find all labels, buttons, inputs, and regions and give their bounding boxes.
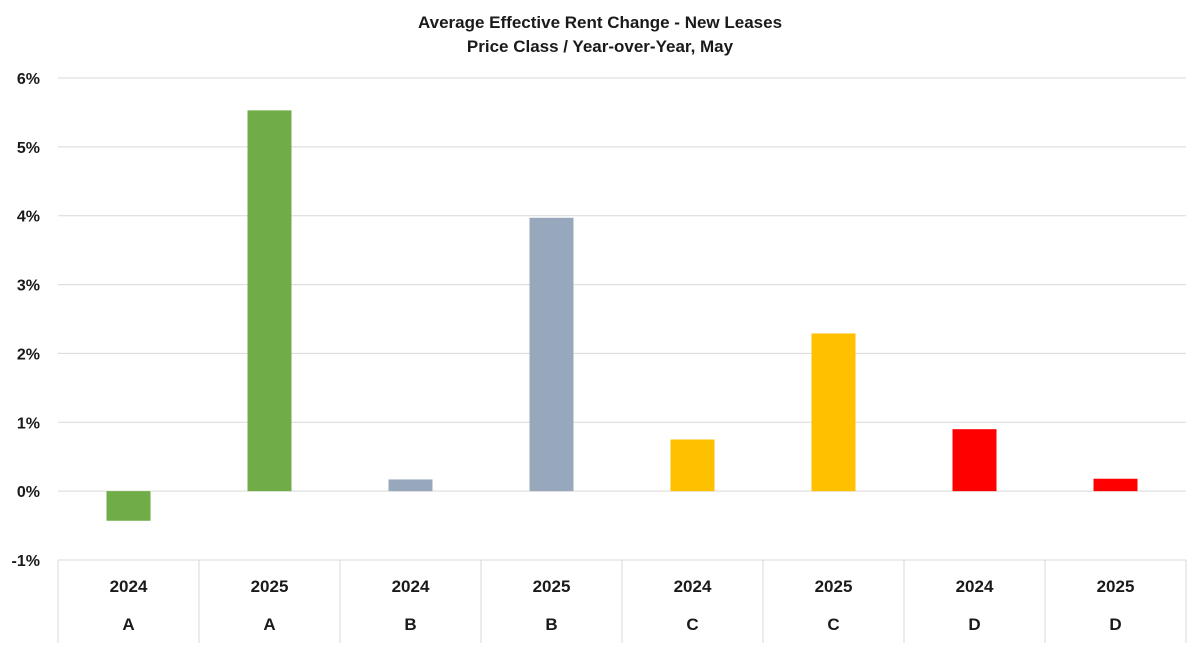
y-tick-label: -1% (12, 553, 40, 570)
y-tick-label: 4% (17, 209, 40, 226)
bar-c-2024 (670, 439, 715, 492)
x-tick-label-year: 2025 (815, 577, 853, 596)
bar-d-2025 (1093, 478, 1138, 492)
bars (106, 110, 1138, 521)
y-tick-label: 0% (17, 484, 40, 501)
x-tick-label-year: 2024 (392, 577, 430, 596)
bar-a-2025 (247, 110, 292, 492)
x-tick-label-group: A (263, 615, 275, 634)
y-axis-tick-labels: -1% 0% 1% 2% 3% 4% 5% 6% (12, 71, 40, 570)
bar-a-2024 (106, 491, 151, 521)
y-tick-label: 2% (17, 346, 40, 363)
bar-b-2025 (529, 217, 574, 492)
x-tick-label-year: 2025 (1097, 577, 1135, 596)
x-tick-label-group: A (122, 615, 134, 634)
y-tick-label: 5% (17, 140, 40, 157)
chart-subtitle: Price Class / Year-over-Year, May (467, 37, 734, 56)
x-tick-label-year: 2024 (110, 577, 148, 596)
x-tick-label-year: 2025 (251, 577, 289, 596)
x-tick-label-group: D (968, 615, 980, 634)
x-tick-label-year: 2024 (674, 577, 712, 596)
x-tick-label-year: 2024 (956, 577, 994, 596)
x-tick-label-group: C (827, 615, 839, 634)
y-tick-label: 3% (17, 278, 40, 295)
x-axis-category-table: 2024 A 2025 A 2024 B 2025 B 2024 C 2025 C 2024 D 2025 D (57, 560, 1187, 643)
bar-c-2025 (811, 333, 856, 492)
x-tick-label-group: B (404, 615, 416, 634)
bar-d-2024 (952, 429, 997, 492)
x-tick-label-group: D (1109, 615, 1121, 634)
bar-b-2024 (388, 479, 433, 492)
chart-title: Average Effective Rent Change - New Leas… (418, 13, 782, 32)
x-tick-label-group: B (545, 615, 557, 634)
x-tick-label-year: 2025 (533, 577, 571, 596)
x-tick-label-group: C (686, 615, 698, 634)
y-tick-label: 1% (17, 415, 40, 432)
y-tick-label: 6% (17, 71, 40, 88)
gridlines (58, 77, 1186, 561)
